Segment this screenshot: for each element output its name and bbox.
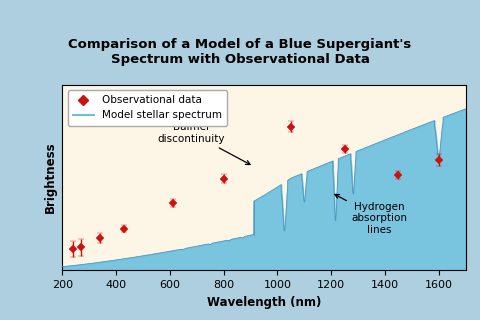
X-axis label: Wavelength (nm): Wavelength (nm)	[207, 296, 321, 309]
Y-axis label: Brightness: Brightness	[44, 142, 57, 213]
Text: Balmer
discontinuity: Balmer discontinuity	[157, 122, 250, 164]
Text: Hydrogen
absorption
lines: Hydrogen absorption lines	[335, 195, 408, 235]
Text: Comparison of a Model of a Blue Supergiant's
Spectrum with Observational Data: Comparison of a Model of a Blue Supergia…	[68, 38, 412, 66]
Legend: Observational data, Model stellar spectrum: Observational data, Model stellar spectr…	[68, 90, 227, 126]
